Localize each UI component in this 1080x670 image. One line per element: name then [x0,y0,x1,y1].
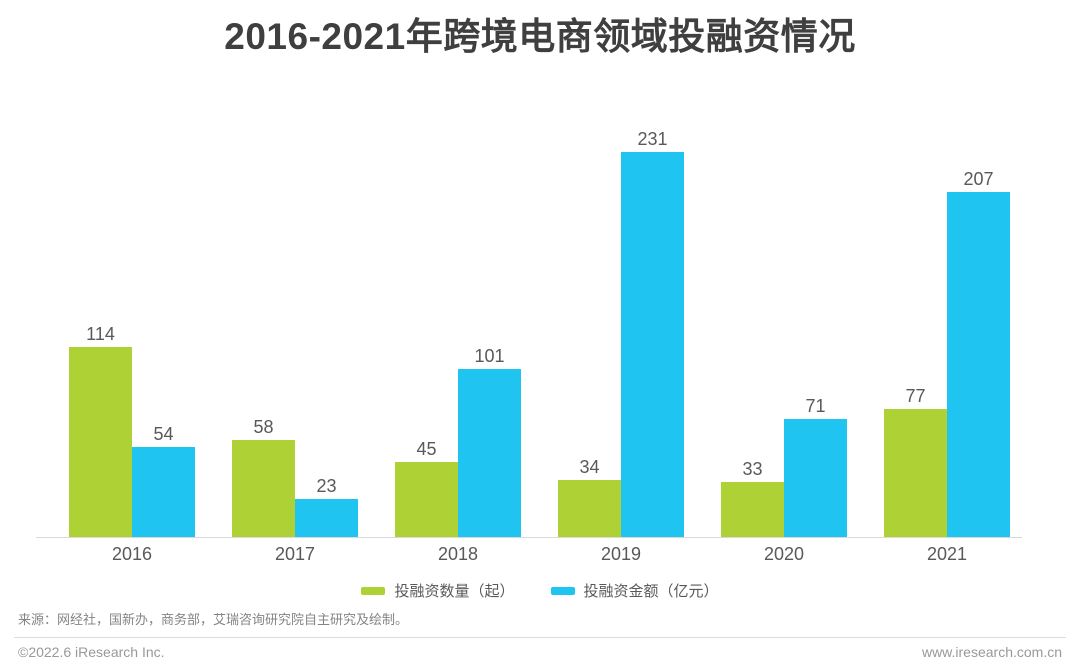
bar-value-label-series0-2021: 77 [905,386,926,406]
bar-value-label-series1-2017: 23 [316,476,337,496]
bar-series0-2021 [884,409,947,537]
legend-item-series0: 投融资数量（起） [361,580,515,601]
bar-value-label-series0-2018: 45 [416,439,437,459]
bar-value-label-series0-2017: 58 [253,417,274,437]
chart-legend: 投融资数量（起） 投融资金额（亿元） [0,580,1080,601]
x-axis-label-2018: 2018 [437,544,479,564]
bar-value-label-series1-2018: 101 [474,346,505,366]
legend-label-series1: 投融资金额（亿元） [583,583,719,600]
bar-series0-2018 [395,462,458,537]
bar-series1-2019 [621,152,684,537]
x-axis-label-2019: 2019 [600,544,642,564]
bar-value-label-series1-2021: 207 [963,169,994,189]
source-note: 来源：网经社，国新办，商务部，艾瑞咨询研究院自主研究及绘制。 [18,612,409,627]
copyright-text: ©2022.6 iResearch Inc. [18,644,165,660]
legend-item-series1: 投融资金额（亿元） [550,580,719,601]
bar-series0-2017 [232,440,295,537]
bar-series1-2017 [295,499,358,537]
footer-divider [14,637,1066,638]
bar-series1-2020 [784,419,847,537]
x-axis-line [36,537,1022,538]
bar-series1-2018 [458,369,521,537]
x-axis-labels: 2016 2017 2018 2019 2020 2021 [0,544,1080,568]
legend-swatch-icon [361,586,386,595]
bar-value-label-series0-2020: 33 [742,459,763,479]
bar-series0-2019 [558,480,621,537]
bar-series0-2016 [69,347,132,537]
bar-series0-2020 [721,482,784,537]
x-axis-label-2017: 2017 [274,544,316,564]
x-axis-label-2016: 2016 [111,544,153,564]
bar-value-label-series1-2020: 71 [805,396,826,416]
bar-value-label-series0-2016: 114 [86,324,115,344]
chart-title: 2016-2021年跨境电商领域投融资情况 [224,16,856,57]
bar-chart-plot-area: 114 54 58 23 45 101 34 231 33 71 77 207 [69,129,1010,537]
legend-swatch-icon [550,586,575,595]
bar-series1-2021 [947,192,1010,537]
bar-value-label-series1-2016: 54 [153,424,174,444]
bar-series1-2016 [132,447,195,537]
legend-label-series0: 投融资数量（起） [394,583,515,600]
bar-value-label-series0-2019: 34 [579,457,600,477]
x-axis-label-2020: 2020 [763,544,805,564]
footer: ©2022.6 iResearch Inc. www.iresearch.com… [18,644,1062,660]
website-text: www.iresearch.com.cn [921,644,1062,660]
x-axis-label-2021: 2021 [926,544,968,564]
bar-value-label-series1-2019: 231 [637,129,668,149]
